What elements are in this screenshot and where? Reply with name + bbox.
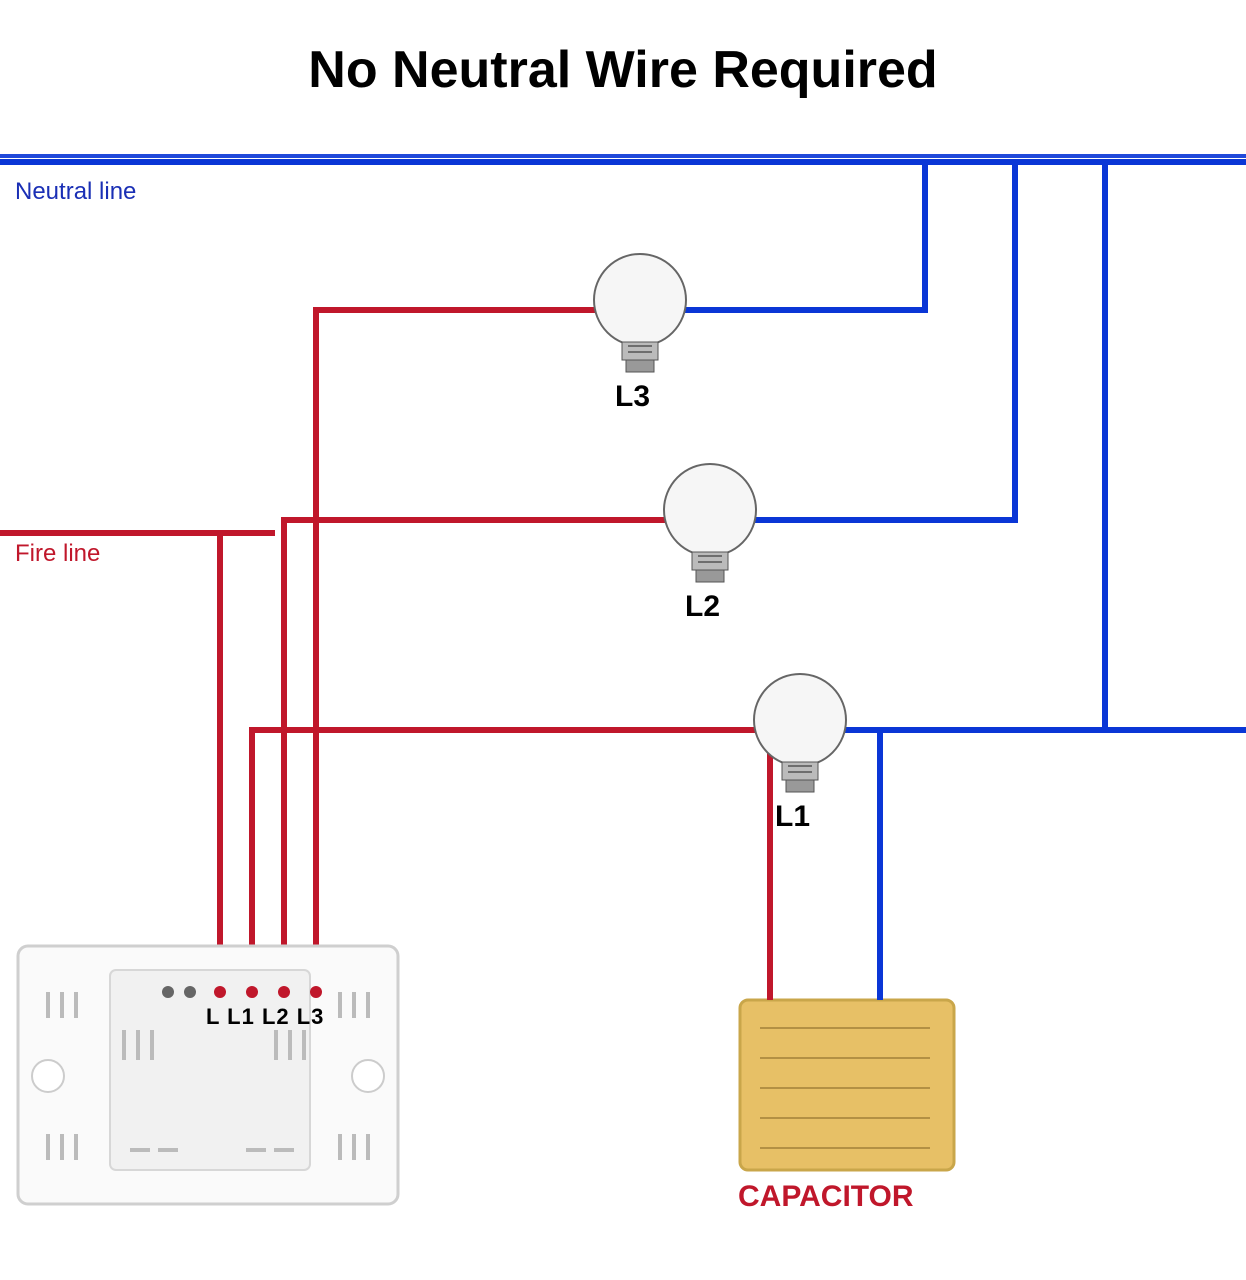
bulb-l2 [664,464,756,582]
bulb-l2-label: L2 [685,590,720,624]
bulb-l3-label: L3 [615,380,650,414]
neutral-drop-l1 [832,162,1105,730]
terminal-labels: L L1 L2 L3 [206,1004,324,1030]
neutral-l1-to-cap [832,730,880,1000]
capacitor [740,990,954,1170]
fire-l2-wire [284,520,678,990]
bulb-l1-label: L1 [775,800,810,834]
fire-l3-wire [316,310,608,990]
neutral-drop-l2 [742,162,1015,520]
fire-line-label: Fire line [15,540,100,568]
wiring-svg [0,0,1246,1280]
diagram-canvas: No Neutral Wire Required [0,0,1246,1280]
fire-l-feed [0,533,220,990]
capacitor-label: CAPACITOR [738,1180,914,1214]
neutral-drop-l3 [672,162,925,310]
switch-module [18,946,398,1204]
neutral-line-label: Neutral line [15,178,136,206]
bulb-l3 [594,254,686,372]
